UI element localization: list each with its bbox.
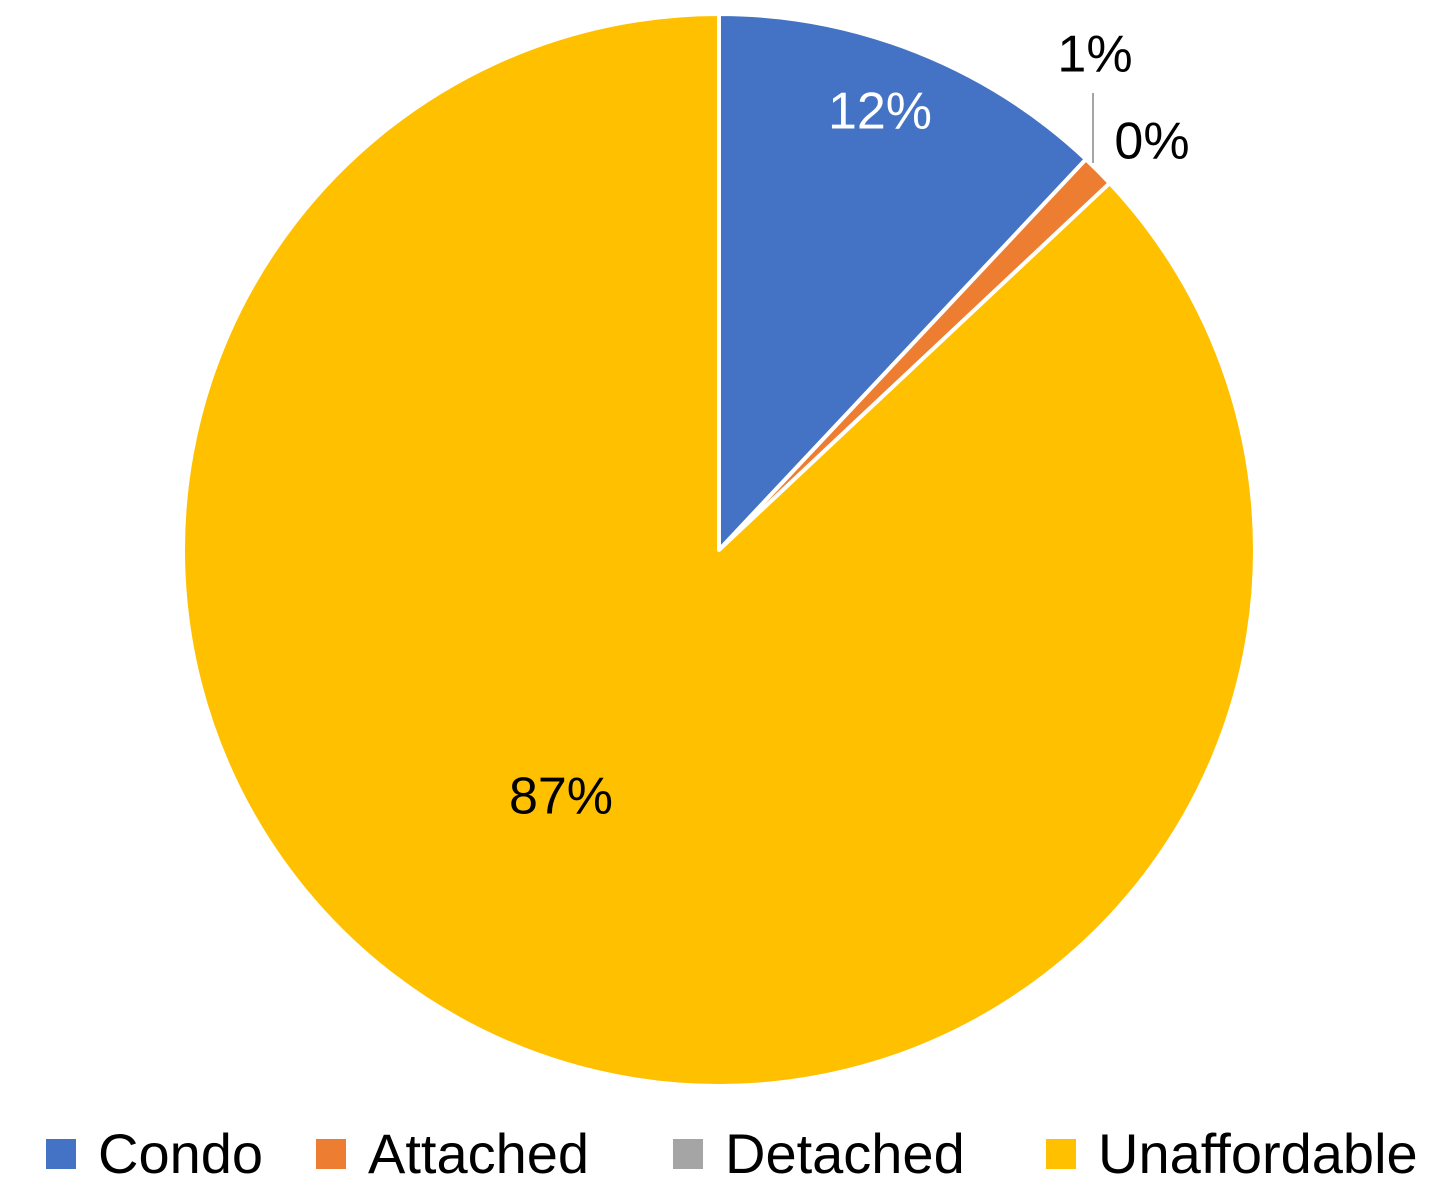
pie-chart-svg: 12% 1% 0% 87% bbox=[181, 12, 1258, 1088]
legend-swatch-condo bbox=[46, 1139, 76, 1169]
legend-label-unaffordable: Unaffordable bbox=[1098, 1122, 1418, 1185]
data-label-condo: 12% bbox=[828, 83, 932, 141]
legend-item-detached: Detached bbox=[673, 1122, 965, 1186]
data-label-unaffordable: 87% bbox=[509, 768, 613, 826]
legend-label-attached: Attached bbox=[368, 1122, 590, 1185]
pie-slice-unaffordable bbox=[181, 12, 1258, 1088]
data-label-detached: 0% bbox=[1114, 113, 1189, 171]
legend-swatch-unaffordable bbox=[1046, 1139, 1076, 1169]
pie-data-labels: 12% 1% 0% 87% bbox=[509, 26, 1190, 826]
legend-item-attached: Attached bbox=[316, 1122, 589, 1186]
pie-slices bbox=[181, 12, 1258, 1088]
legend-swatch-attached bbox=[316, 1139, 346, 1169]
data-label-attached: 1% bbox=[1057, 26, 1132, 84]
pie-slice-condo bbox=[717, 12, 1088, 552]
legend-item-condo: Condo bbox=[46, 1122, 263, 1186]
legend-swatch-detached bbox=[673, 1139, 703, 1169]
legend-item-unaffordable: Unaffordable bbox=[1046, 1122, 1418, 1186]
legend-label-detached: Detached bbox=[725, 1122, 965, 1185]
chart-legend: Condo Attached Detached Unaffordable bbox=[0, 1122, 1452, 1186]
legend-label-condo: Condo bbox=[98, 1122, 264, 1185]
